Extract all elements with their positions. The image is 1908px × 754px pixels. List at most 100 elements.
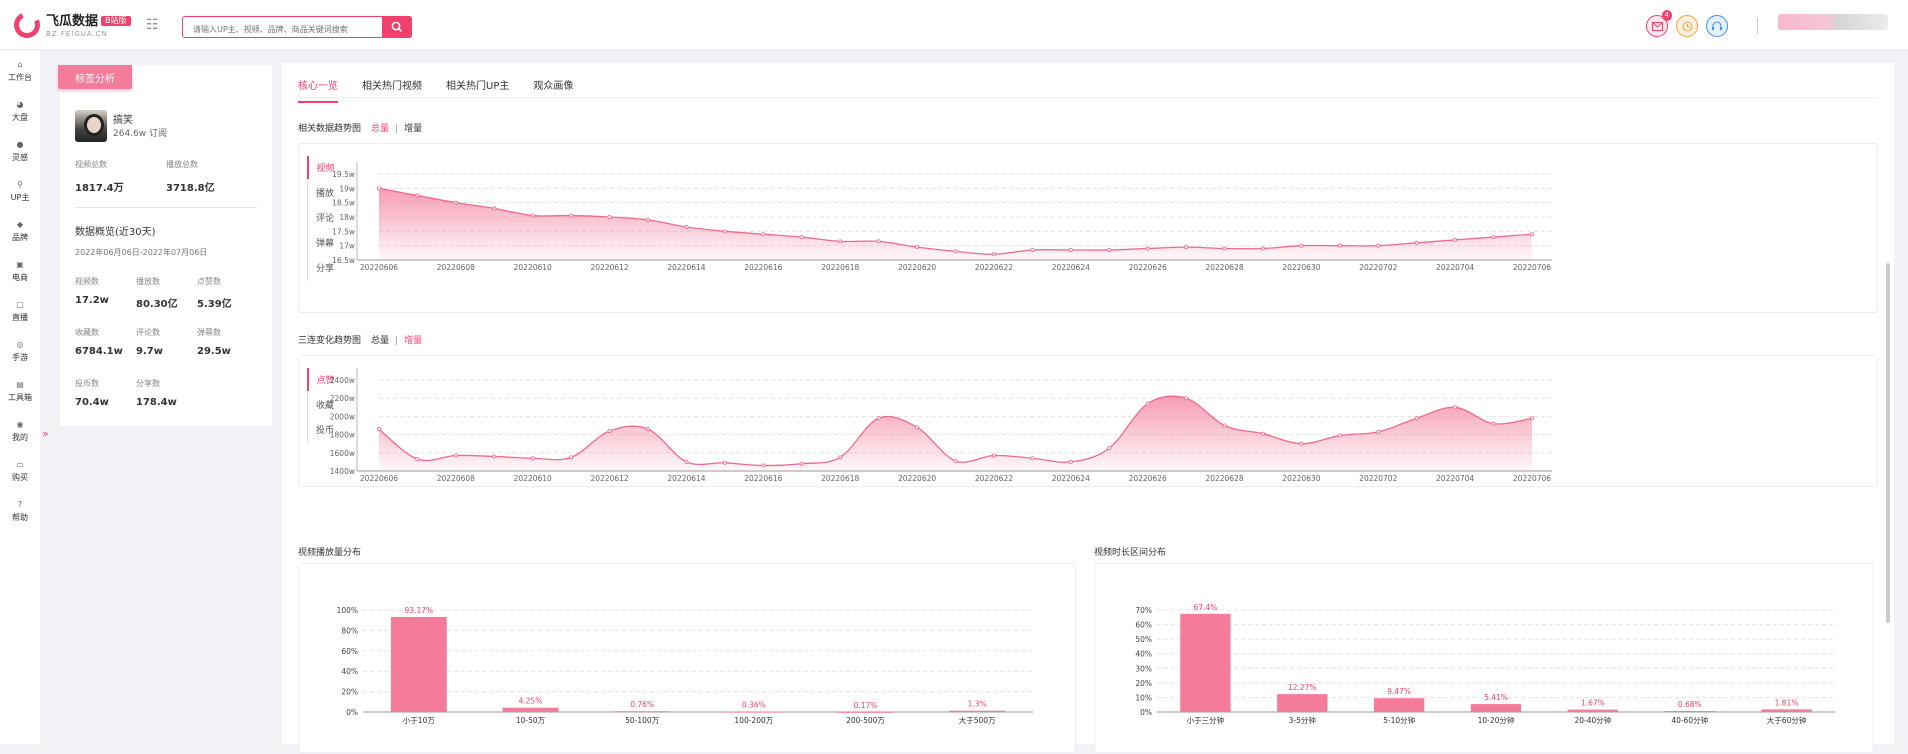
data-point[interactable] xyxy=(1107,247,1112,252)
data-point[interactable] xyxy=(1030,456,1035,461)
history-button[interactable] xyxy=(1676,15,1698,37)
bar[interactable] xyxy=(502,707,559,712)
tab-3[interactable]: 观众画像 xyxy=(533,81,574,92)
data-point[interactable] xyxy=(607,428,612,433)
data-point[interactable] xyxy=(1530,416,1535,421)
tab-0[interactable]: 核心一览 xyxy=(298,77,338,103)
data-point[interactable] xyxy=(415,457,420,462)
data-point[interactable] xyxy=(415,193,420,198)
data-point[interactable] xyxy=(1453,237,1458,242)
nav-item-3[interactable]: ⚲ UP主 xyxy=(0,171,40,211)
bar[interactable] xyxy=(1664,711,1715,713)
nav-item-4[interactable]: ◆ 品牌 xyxy=(0,211,40,251)
data-point[interactable] xyxy=(722,460,727,465)
data-point[interactable] xyxy=(915,425,920,430)
data-point[interactable] xyxy=(1145,246,1150,251)
nav-item-9[interactable]: ◉ 我的 xyxy=(0,411,40,451)
tab-1[interactable]: 相关热门视频 xyxy=(362,81,422,92)
nav-item-10[interactable]: ▭ 购买 xyxy=(0,451,40,491)
data-point[interactable] xyxy=(1530,232,1535,237)
menu-toggle-icon[interactable]: ☷ xyxy=(146,17,159,33)
tab-2[interactable]: 相关热门UP主 xyxy=(446,81,510,92)
trend1-increment-toggle[interactable]: 增量 xyxy=(404,124,423,134)
metric-0[interactable]: 点赞 xyxy=(306,368,335,391)
data-point[interactable] xyxy=(684,459,689,464)
bar[interactable] xyxy=(390,616,447,712)
data-point[interactable] xyxy=(1337,243,1342,248)
nav-item-5[interactable]: ▣ 电商 xyxy=(0,251,40,291)
data-point[interactable] xyxy=(1184,245,1189,250)
metric-3[interactable]: 弹幕 xyxy=(316,239,335,249)
data-point[interactable] xyxy=(761,463,766,468)
expand-nav-icon[interactable]: » xyxy=(42,427,49,440)
data-point[interactable] xyxy=(1107,446,1112,451)
data-point[interactable] xyxy=(377,427,382,432)
data-point[interactable] xyxy=(377,186,382,191)
data-point[interactable] xyxy=(1260,431,1265,436)
data-point[interactable] xyxy=(1453,405,1458,410)
data-point[interactable] xyxy=(991,453,996,458)
metric-1[interactable]: 播放 xyxy=(316,189,335,199)
data-point[interactable] xyxy=(646,217,651,222)
bar[interactable] xyxy=(614,711,671,713)
data-point[interactable] xyxy=(799,461,804,466)
nav-item-11[interactable]: ? 帮助 xyxy=(0,491,40,531)
data-point[interactable] xyxy=(1260,246,1265,251)
data-point[interactable] xyxy=(530,213,535,218)
bar[interactable] xyxy=(1567,709,1619,712)
nav-item-0[interactable]: ⌂ 工作台 xyxy=(0,51,40,91)
bar[interactable] xyxy=(949,710,1006,712)
data-point[interactable] xyxy=(684,225,689,230)
data-point[interactable] xyxy=(1222,246,1227,251)
customer-service-button[interactable] xyxy=(1706,15,1728,37)
data-point[interactable] xyxy=(492,454,497,459)
data-point[interactable] xyxy=(569,455,574,460)
data-point[interactable] xyxy=(1184,396,1189,401)
trend2-total-toggle[interactable]: 总量 xyxy=(371,336,390,346)
data-point[interactable] xyxy=(1145,401,1150,406)
bar[interactable] xyxy=(837,711,894,713)
user-account-blurred[interactable] xyxy=(1778,14,1888,30)
metric-2[interactable]: 评论 xyxy=(316,214,335,224)
nav-item-8[interactable]: ▤ 工具箱 xyxy=(0,371,40,411)
data-point[interactable] xyxy=(646,427,651,432)
bar[interactable] xyxy=(1277,694,1328,712)
scrollbar[interactable] xyxy=(1886,263,1890,623)
tag-analysis-tab[interactable]: 标签分析 xyxy=(58,65,132,89)
data-point[interactable] xyxy=(453,453,458,458)
trend1-total-toggle[interactable]: 总量 xyxy=(371,124,390,134)
search-input[interactable] xyxy=(183,19,373,40)
data-point[interactable] xyxy=(838,455,843,460)
data-point[interactable] xyxy=(799,235,804,240)
metric-2[interactable]: 投币 xyxy=(316,426,335,436)
data-point[interactable] xyxy=(1414,240,1419,245)
data-point[interactable] xyxy=(991,252,996,257)
metric-1[interactable]: 收藏 xyxy=(316,401,335,411)
nav-item-1[interactable]: ◕ 大盘 xyxy=(0,91,40,131)
data-point[interactable] xyxy=(761,232,766,237)
metric-0[interactable]: 视频 xyxy=(306,156,335,179)
data-point[interactable] xyxy=(1299,441,1304,446)
data-point[interactable] xyxy=(530,456,535,461)
data-point[interactable] xyxy=(1376,429,1381,434)
data-point[interactable] xyxy=(1491,421,1496,426)
data-point[interactable] xyxy=(1222,423,1227,428)
bar[interactable] xyxy=(1373,698,1425,712)
trend2-increment-toggle[interactable]: 增量 xyxy=(404,336,423,346)
data-point[interactable] xyxy=(722,229,727,234)
data-point[interactable] xyxy=(1414,416,1419,421)
metric-4[interactable]: 分享 xyxy=(316,264,335,274)
data-point[interactable] xyxy=(569,213,574,218)
data-point[interactable] xyxy=(607,215,612,220)
data-point[interactable] xyxy=(1491,235,1496,240)
data-point[interactable] xyxy=(1068,459,1073,464)
data-point[interactable] xyxy=(915,245,920,250)
nav-item-7[interactable]: ◎ 手游 xyxy=(0,331,40,371)
bar[interactable] xyxy=(725,711,782,713)
data-point[interactable] xyxy=(838,239,843,244)
data-point[interactable] xyxy=(1337,433,1342,438)
avatar[interactable] xyxy=(75,110,107,142)
nav-item-6[interactable]: ▢ 直播 xyxy=(0,291,40,331)
data-point[interactable] xyxy=(492,206,497,211)
nav-item-2[interactable]: ● 灵感 xyxy=(0,131,40,171)
